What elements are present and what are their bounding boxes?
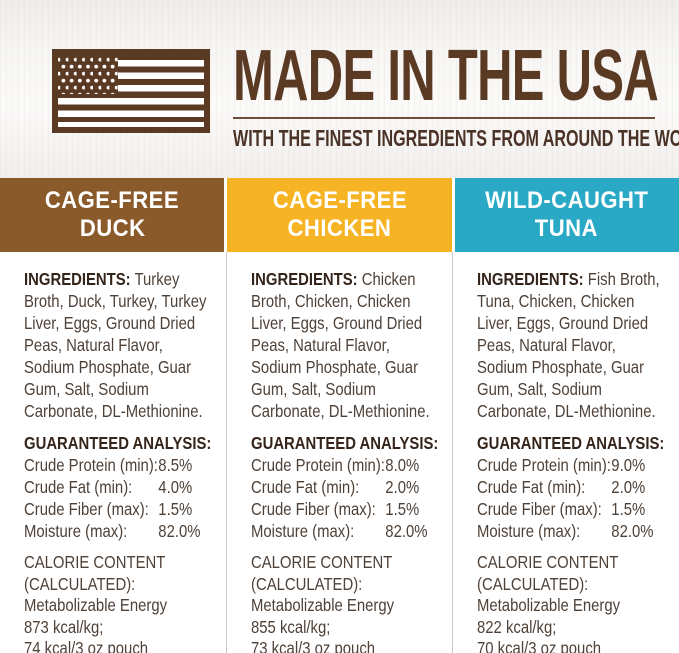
- chicken-analysis-title: GUARANTEED ANALYSIS:: [250, 433, 439, 453]
- duck-ingredients: INGREDIENTS: Turkey Broth, Duck, Turkey,…: [24, 268, 215, 422]
- analysis-row: Crude Protein (min): 8.0%: [250, 455, 419, 475]
- chicken-ingredients: INGREDIENTS: Chicken Broth, Chicken, Chi…: [251, 268, 442, 422]
- calorie-line: 855 kcal/kg;: [250, 616, 331, 637]
- chicken-guaranteed-analysis: GUARANTEED ANALYSIS: Crude Protein (min)…: [251, 432, 442, 542]
- chicken-calorie-title: CALORIE CONTENT (CALCULATED):: [250, 552, 392, 594]
- tuna-calorie-title: CALORIE CONTENT (CALCULATED):: [477, 552, 619, 594]
- flavor-header-chicken-line1: CAGE-FREE: [272, 187, 407, 214]
- banner-title-block: MADE IN THE USA WITH THE FINEST INGREDIE…: [233, 36, 679, 152]
- analysis-row: Crude Fat (min): 2.0%: [477, 477, 646, 497]
- usa-flag-icon: [52, 49, 210, 133]
- tuna-analysis-title: GUARANTEED ANALYSIS:: [477, 433, 665, 453]
- banner-subtitle: WITH THE FINEST INGREDIENTS FROM AROUND …: [233, 125, 679, 152]
- tuna-guaranteed-analysis: GUARANTEED ANALYSIS: Crude Protein (min)…: [477, 432, 668, 542]
- flavor-header-bars: CAGE-FREE DUCK CAGE-FREE CHICKEN WILD-CA…: [0, 178, 679, 252]
- flavor-header-duck: CAGE-FREE DUCK: [0, 178, 225, 252]
- flavor-header-tuna-line1: WILD-CAUGHT: [485, 187, 649, 214]
- calorie-line: Metabolizable Energy: [250, 595, 394, 615]
- calorie-line: 822 kcal/kg;: [477, 616, 557, 637]
- calorie-line: 70 kcal/3 oz pouch: [477, 638, 602, 653]
- duck-guaranteed-analysis: GUARANTEED ANALYSIS: Crude Protein (min)…: [24, 432, 215, 542]
- duck-analysis-title: GUARANTEED ANALYSIS:: [24, 433, 212, 453]
- calorie-line: 873 kcal/kg;: [24, 616, 104, 637]
- flavor-header-chicken-line2: CHICKEN: [287, 215, 392, 242]
- analysis-row: Crude Fat (min): 4.0%: [24, 477, 193, 497]
- banner-title: MADE IN THE USA: [233, 36, 659, 116]
- top-banner: MADE IN THE USA WITH THE FINEST INGREDIE…: [0, 0, 679, 178]
- flavor-header-chicken: CAGE-FREE CHICKEN: [227, 178, 452, 252]
- analysis-row: Moisture (max): 82.0%: [250, 521, 428, 541]
- calorie-line: 73 kcal/3 oz pouch: [250, 638, 375, 653]
- analysis-row: Crude Protein (min): 9.0%: [477, 455, 646, 475]
- flavor-header-tuna-line2: TUNA: [535, 215, 599, 242]
- flavor-columns: INGREDIENTS: Turkey Broth, Duck, Turkey,…: [0, 252, 679, 653]
- chicken-calorie-content: CALORIE CONTENT (CALCULATED): Metaboliza…: [251, 552, 442, 653]
- duck-ingredients-text: Turkey Broth, Duck, Turkey, Turkey Liver…: [24, 269, 207, 421]
- chicken-ingredients-label: INGREDIENTS:: [250, 269, 358, 289]
- tuna-calorie-content: CALORIE CONTENT (CALCULATED): Metaboliza…: [477, 552, 668, 653]
- flavor-header-tuna: WILD-CAUGHT TUNA: [454, 178, 679, 252]
- tuna-ingredients-label: INGREDIENTS:: [477, 269, 584, 289]
- flavor-header-duck-line2: DUCK: [79, 215, 145, 242]
- duck-calorie-title: CALORIE CONTENT (CALCULATED):: [24, 552, 166, 594]
- flavor-header-duck-line1: CAGE-FREE: [45, 187, 180, 214]
- analysis-row: Moisture (max): 82.0%: [24, 521, 201, 541]
- calorie-line: 74 kcal/3 oz pouch: [24, 638, 149, 653]
- analysis-row: Crude Fiber (max): 1.5%: [24, 499, 193, 519]
- analysis-row: Crude Fiber (max): 1.5%: [477, 499, 646, 519]
- tuna-ingredients: INGREDIENTS: Fish Broth, Tuna, Chicken, …: [477, 268, 668, 422]
- calorie-line: Metabolizable Energy: [24, 595, 168, 615]
- duck-ingredients-label: INGREDIENTS:: [24, 269, 131, 289]
- analysis-row: Crude Fiber (max): 1.5%: [250, 499, 419, 519]
- calorie-line: Metabolizable Energy: [477, 595, 621, 615]
- duck-calorie-content: CALORIE CONTENT (CALCULATED): Metaboliza…: [24, 552, 215, 653]
- column-chicken: INGREDIENTS: Chicken Broth, Chicken, Chi…: [225, 252, 453, 653]
- banner-divider: [233, 117, 655, 120]
- analysis-row: Crude Protein (min): 8.5%: [24, 455, 193, 475]
- analysis-row: Moisture (max): 82.0%: [477, 521, 654, 541]
- column-tuna: INGREDIENTS: Fish Broth, Tuna, Chicken, …: [452, 252, 679, 653]
- analysis-row: Crude Fat (min): 2.0%: [250, 477, 419, 497]
- tuna-ingredients-text: Fish Broth, Tuna, Chicken, Chicken Liver…: [477, 269, 661, 421]
- column-duck: INGREDIENTS: Turkey Broth, Duck, Turkey,…: [0, 252, 226, 653]
- chicken-ingredients-text: Chicken Broth, Chicken, Chicken Liver, E…: [250, 269, 430, 421]
